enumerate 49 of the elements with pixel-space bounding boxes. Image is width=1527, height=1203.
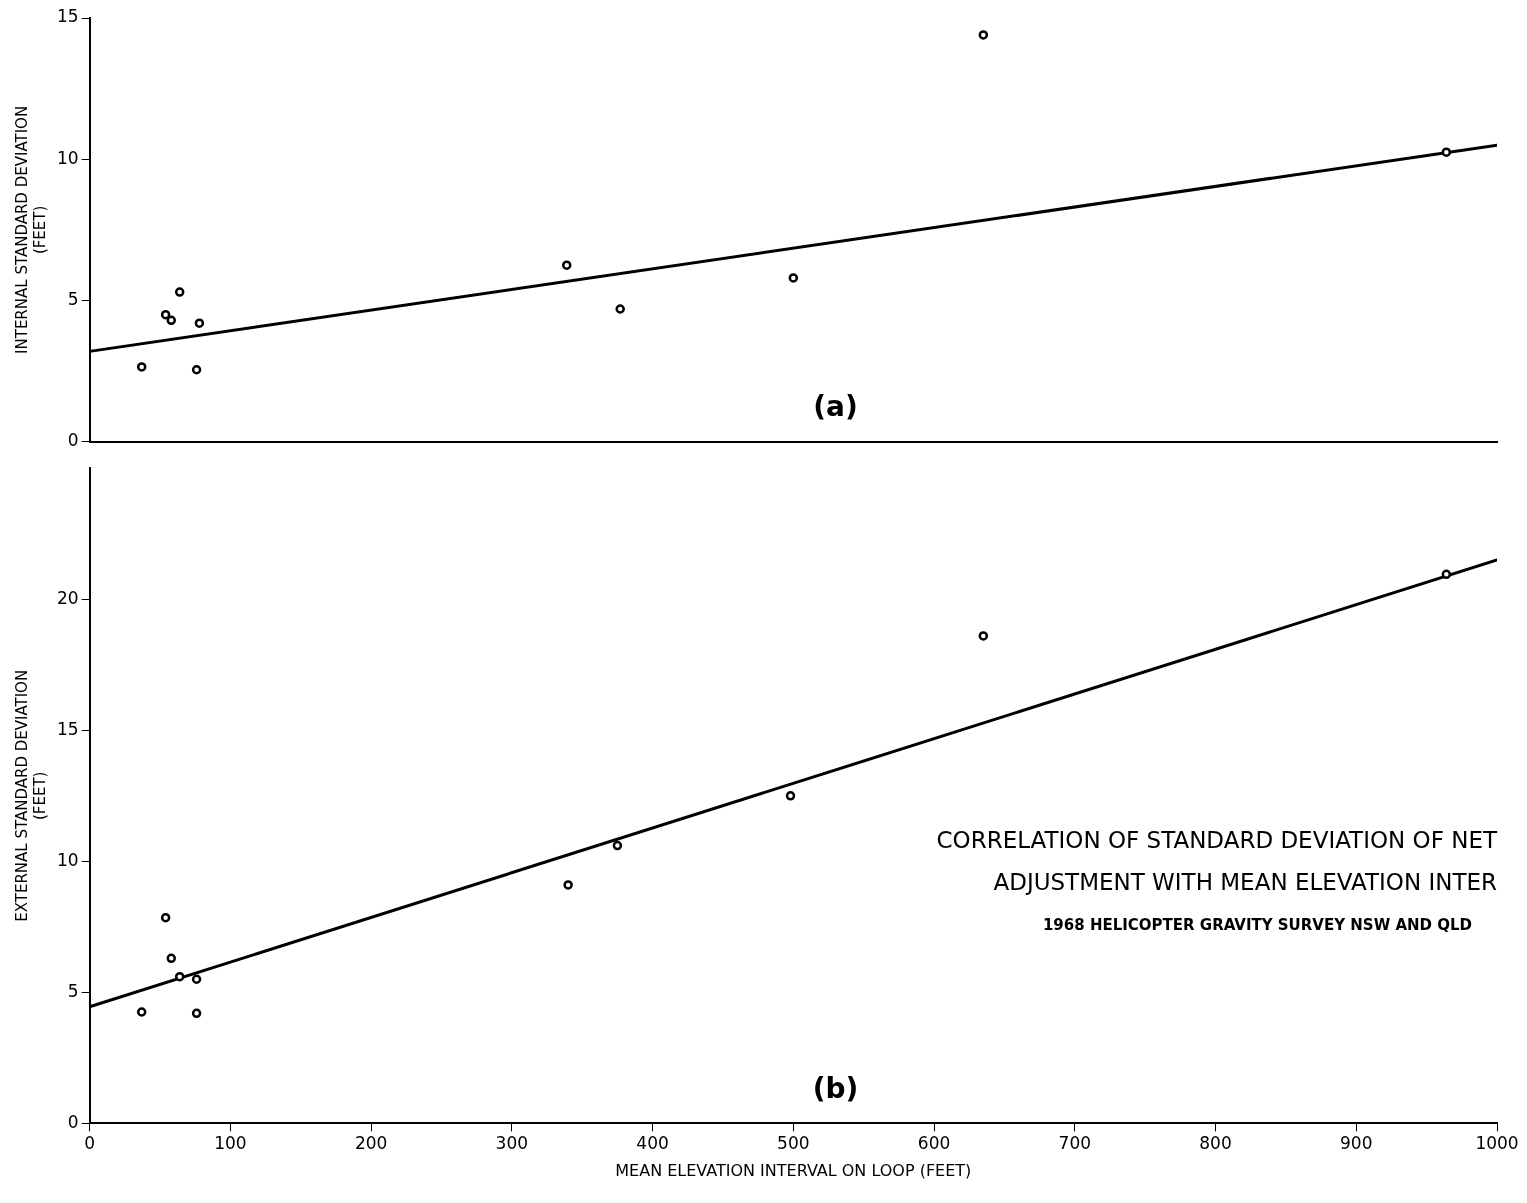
x-tick-label: 200 [354,1133,388,1154]
point [194,318,205,328]
y-tick-label: 5 [67,288,79,309]
x-tick-label: 500 [777,1133,810,1154]
point [615,304,625,314]
point [166,315,177,326]
y-tick-label: 5 [67,980,79,1001]
x-tick-label: 800 [1199,1133,1232,1154]
x-tick-label: 1000 [1475,1133,1519,1154]
annotation: (b) [812,1071,859,1105]
x-tick-label: 900 [1340,1133,1373,1154]
x-tick-label: 700 [1058,1133,1092,1154]
y-axis-title: EXTERNAL STANDARD DEVIATION (FEET) [12,669,49,922]
y-tick-label: 0 [67,430,79,451]
point [160,309,171,320]
y-tick-label: 20 [56,587,79,608]
point [191,1008,202,1019]
x-tick-label: 400 [636,1133,669,1154]
y-tick-label: 15 [56,6,79,27]
point [174,971,185,982]
point [136,362,147,372]
point [561,260,572,270]
point [191,365,202,375]
point [563,880,573,890]
text: CORRELATION OF STANDARD DEVIATION OF NET ADJUSTMENT WITH MEAN ELEVATION INTER [936,826,1498,895]
point [174,287,185,297]
point [612,840,623,851]
point [160,912,171,923]
y-tick-label: 10 [56,147,79,168]
y-tick-label: 10 [56,849,79,870]
text: 1968 HELICOPTER GRAVITY SURVEY NSW AND QLD [1042,915,1472,934]
x-tick-label: 100 [214,1133,247,1154]
y-tick-label: 0 [67,1111,79,1132]
point [136,1007,147,1017]
point [978,631,989,641]
point [978,30,989,40]
point [788,273,799,283]
annotation: (a) [813,390,858,424]
point [785,791,796,801]
x-tick-label: 0 [84,1133,96,1154]
x-axis-title: MEAN ELEVATION INTERVAL ON LOOP (FEET) [615,1160,972,1180]
point [1441,569,1452,580]
x-tick-label: 600 [917,1133,951,1154]
x-tick-label: 300 [495,1133,529,1154]
point [1441,147,1452,157]
point [166,953,177,964]
y-axis-title: INTERNAL STANDARD DEVIATION (FEET) [12,105,49,354]
y-tick-label: 15 [56,718,79,739]
point [191,974,202,985]
